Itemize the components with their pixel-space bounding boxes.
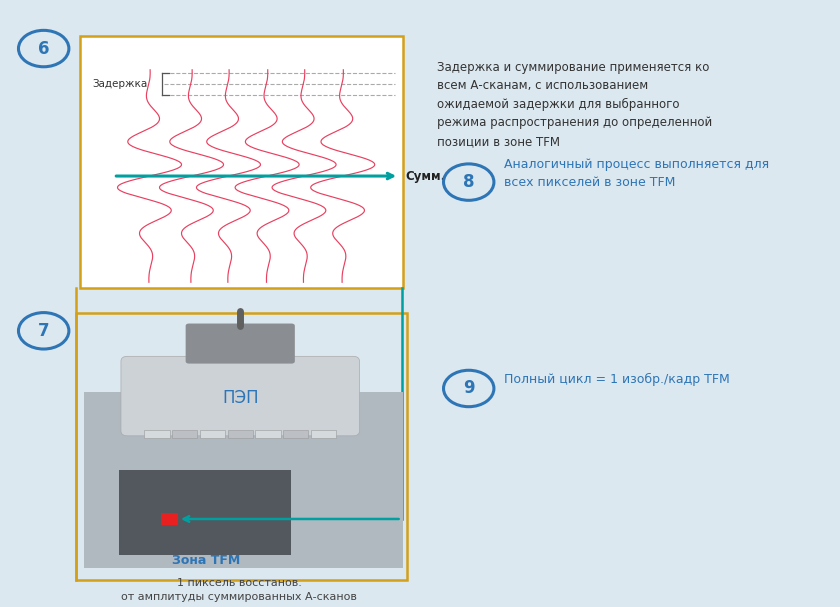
Bar [200,430,225,438]
Text: 9: 9 [463,379,475,398]
Text: 8: 8 [463,173,475,191]
Text: 7: 7 [38,322,50,340]
Text: Полный цикл = 1 изобр./кадр TFM: Полный цикл = 1 изобр./кадр TFM [504,373,730,386]
FancyBboxPatch shape [80,36,403,288]
Bar [172,430,197,438]
Text: 6: 6 [38,39,50,58]
Bar [119,470,291,555]
Text: ПЭП: ПЭП [222,388,259,407]
Bar [144,430,170,438]
Text: Аналогичный процесс выполняется для
всех пикселей в зоне TFM: Аналогичный процесс выполняется для всех… [504,158,769,189]
Bar [228,430,253,438]
FancyBboxPatch shape [186,324,295,364]
Bar [161,513,178,525]
Bar [84,392,403,568]
Bar [255,430,281,438]
Text: 1 пиксель восстанов.
от амплитуды суммированных А-сканов: 1 пиксель восстанов. от амплитуды суммир… [122,578,357,602]
Bar [311,430,336,438]
Text: Задержка: Задержка [92,79,148,89]
Text: Зона TFM: Зона TFM [171,554,240,568]
Bar [283,430,308,438]
Text: Сумм.: Сумм. [405,169,445,183]
FancyBboxPatch shape [121,356,360,436]
Text: Задержка и суммирование применяется ко
всем А-сканам, с использованием
ожидаемой: Задержка и суммирование применяется ко в… [437,61,712,148]
